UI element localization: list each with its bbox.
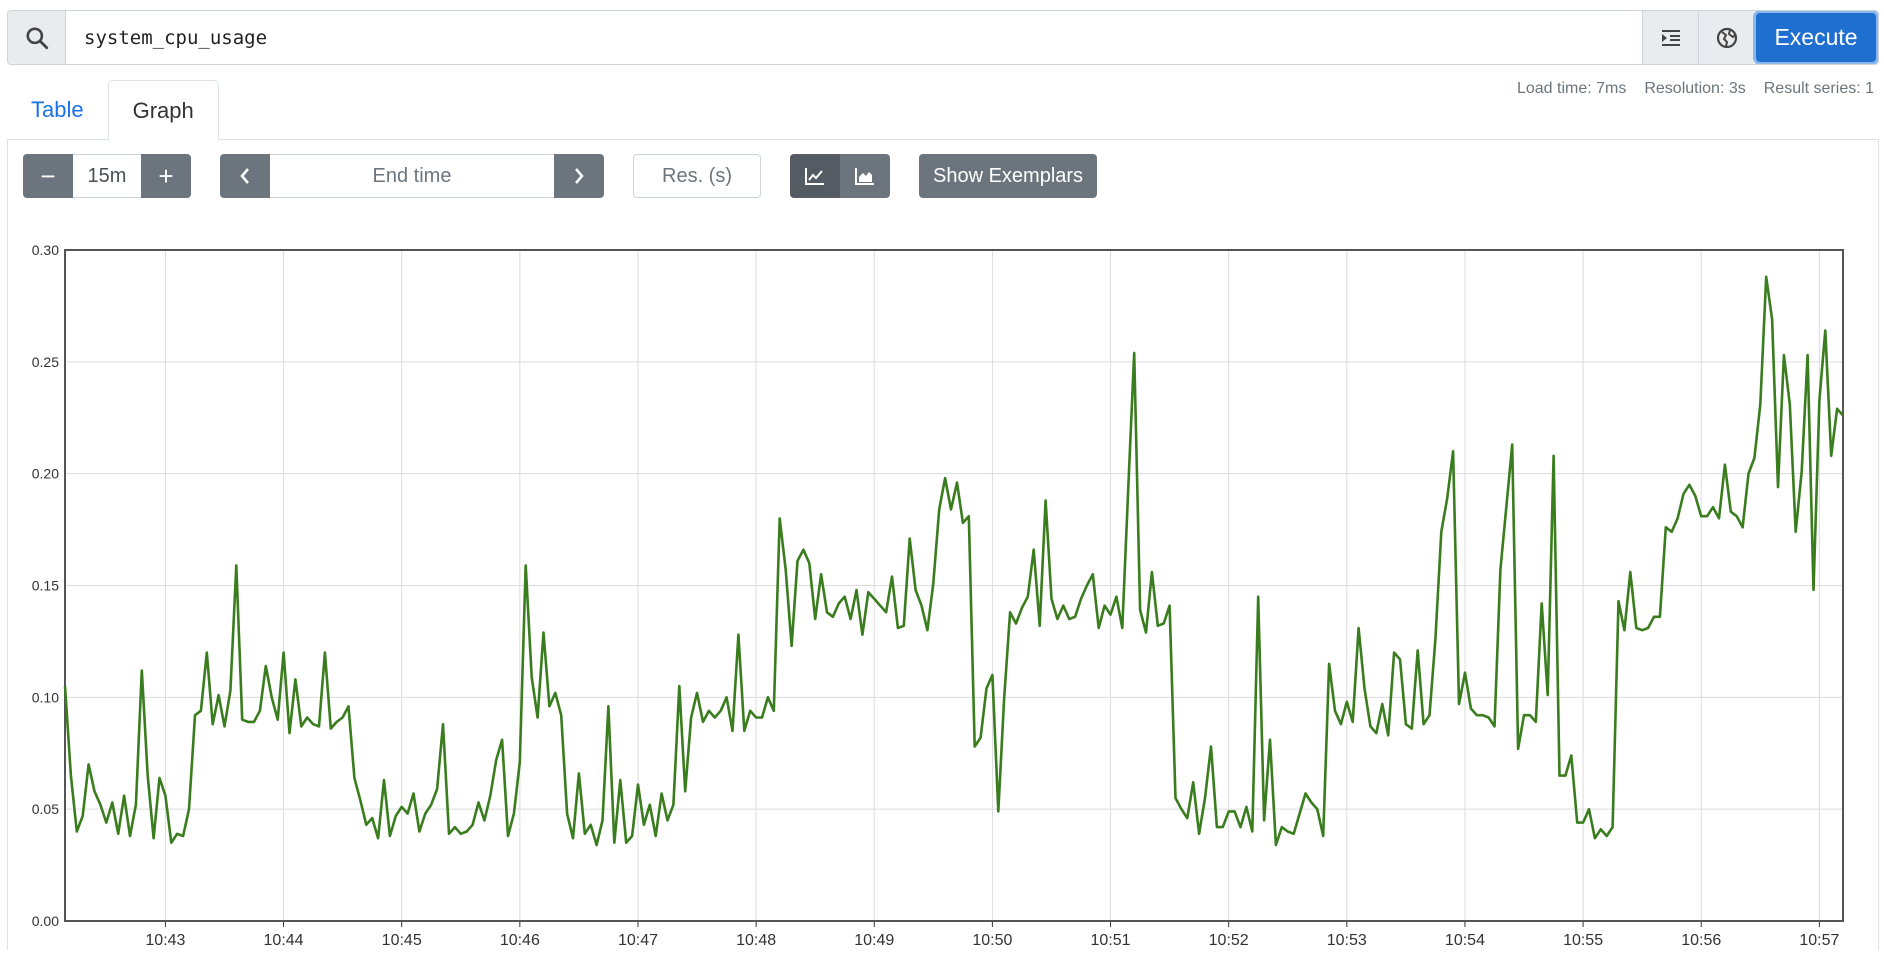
y-tick-label: 0.25 [32, 354, 59, 370]
x-tick-label: 10:43 [145, 932, 185, 949]
line-chart-button[interactable] [790, 154, 840, 198]
end-time-input[interactable]: End time [270, 154, 554, 198]
load-time: Load time: 7ms [1516, 80, 1627, 97]
globe-icon [1716, 27, 1737, 48]
previous-time-button[interactable] [220, 154, 270, 198]
x-tick-label: 10:48 [736, 932, 776, 949]
x-tick-label: 10:53 [1327, 932, 1367, 949]
show-exemplars-button[interactable]: Show Exemplars [919, 154, 1098, 198]
x-tick-label: 10:55 [1563, 932, 1603, 949]
plot-frame [64, 249, 1844, 922]
line-chart-icon [805, 168, 824, 185]
execute-button[interactable]: Execute [1756, 13, 1876, 62]
search-icon [8, 11, 66, 64]
graph-panel: − 15m + End time Res. (s) Show Exemplars… [7, 139, 1879, 950]
end-time-control: End time [220, 154, 604, 198]
increase-range-button[interactable]: + [141, 154, 191, 198]
x-tick-label: 10:49 [854, 932, 894, 949]
tab-graph[interactable]: Graph [107, 80, 219, 141]
resolution: Resolution: 3s [1644, 80, 1746, 97]
stacked-chart-button[interactable] [840, 154, 890, 198]
x-tick-label: 10:56 [1681, 932, 1721, 949]
x-tick-label: 10:51 [1091, 932, 1131, 949]
y-tick-label: 0.30 [32, 242, 59, 258]
x-tick-label: 10:44 [264, 932, 304, 949]
x-tick-label: 10:47 [618, 932, 658, 949]
x-tick-label: 10:54 [1445, 932, 1485, 949]
y-tick-label: 0.15 [32, 578, 59, 594]
graph-canvas[interactable]: 0.00 0.05 0.10 0.15 0.20 0.25 0.30 10:43 10:44 10… [8, 210, 1868, 950]
range-input[interactable]: 15m [73, 154, 141, 198]
next-time-button[interactable] [554, 154, 604, 198]
query-bar: system_cpu_usage Execute [7, 10, 1879, 65]
x-tick-label: 10:45 [382, 932, 422, 949]
x-tick-label: 10:50 [972, 932, 1012, 949]
result-series: Result series: 1 [1763, 80, 1874, 97]
graph-controls: − 15m + End time Res. (s) Show Exemplars [23, 154, 1098, 198]
expression-input[interactable]: system_cpu_usage [84, 26, 268, 49]
tab-table[interactable]: Table [31, 97, 84, 122]
x-tick-label: 10:57 [1799, 932, 1839, 949]
x-tick-label: 10:52 [1209, 932, 1249, 949]
range-control: − 15m + [23, 154, 191, 198]
y-tick-label: 0.00 [32, 913, 59, 929]
format-expression-button[interactable] [1642, 11, 1698, 64]
series-line [63, 275, 1844, 847]
y-tick-label: 0.20 [32, 466, 59, 482]
resolution-input[interactable]: Res. (s) [633, 154, 761, 198]
decrease-range-button[interactable]: − [23, 154, 73, 198]
chevron-left-icon [240, 168, 249, 184]
chart-type-toggle [790, 154, 890, 198]
metrics-explorer-button[interactable] [1698, 11, 1754, 64]
view-tabs: Table Graph [7, 80, 219, 141]
chevron-right-icon [575, 168, 584, 184]
indent-icon [1661, 29, 1680, 46]
x-tick-label: 10:46 [500, 932, 540, 949]
y-tick-label: 0.10 [32, 689, 59, 705]
y-tick-label: 0.05 [32, 801, 59, 817]
query-stats: Load time: 7ms Resolution: 3s Result ser… [1517, 80, 1874, 98]
area-chart-icon [855, 168, 874, 185]
